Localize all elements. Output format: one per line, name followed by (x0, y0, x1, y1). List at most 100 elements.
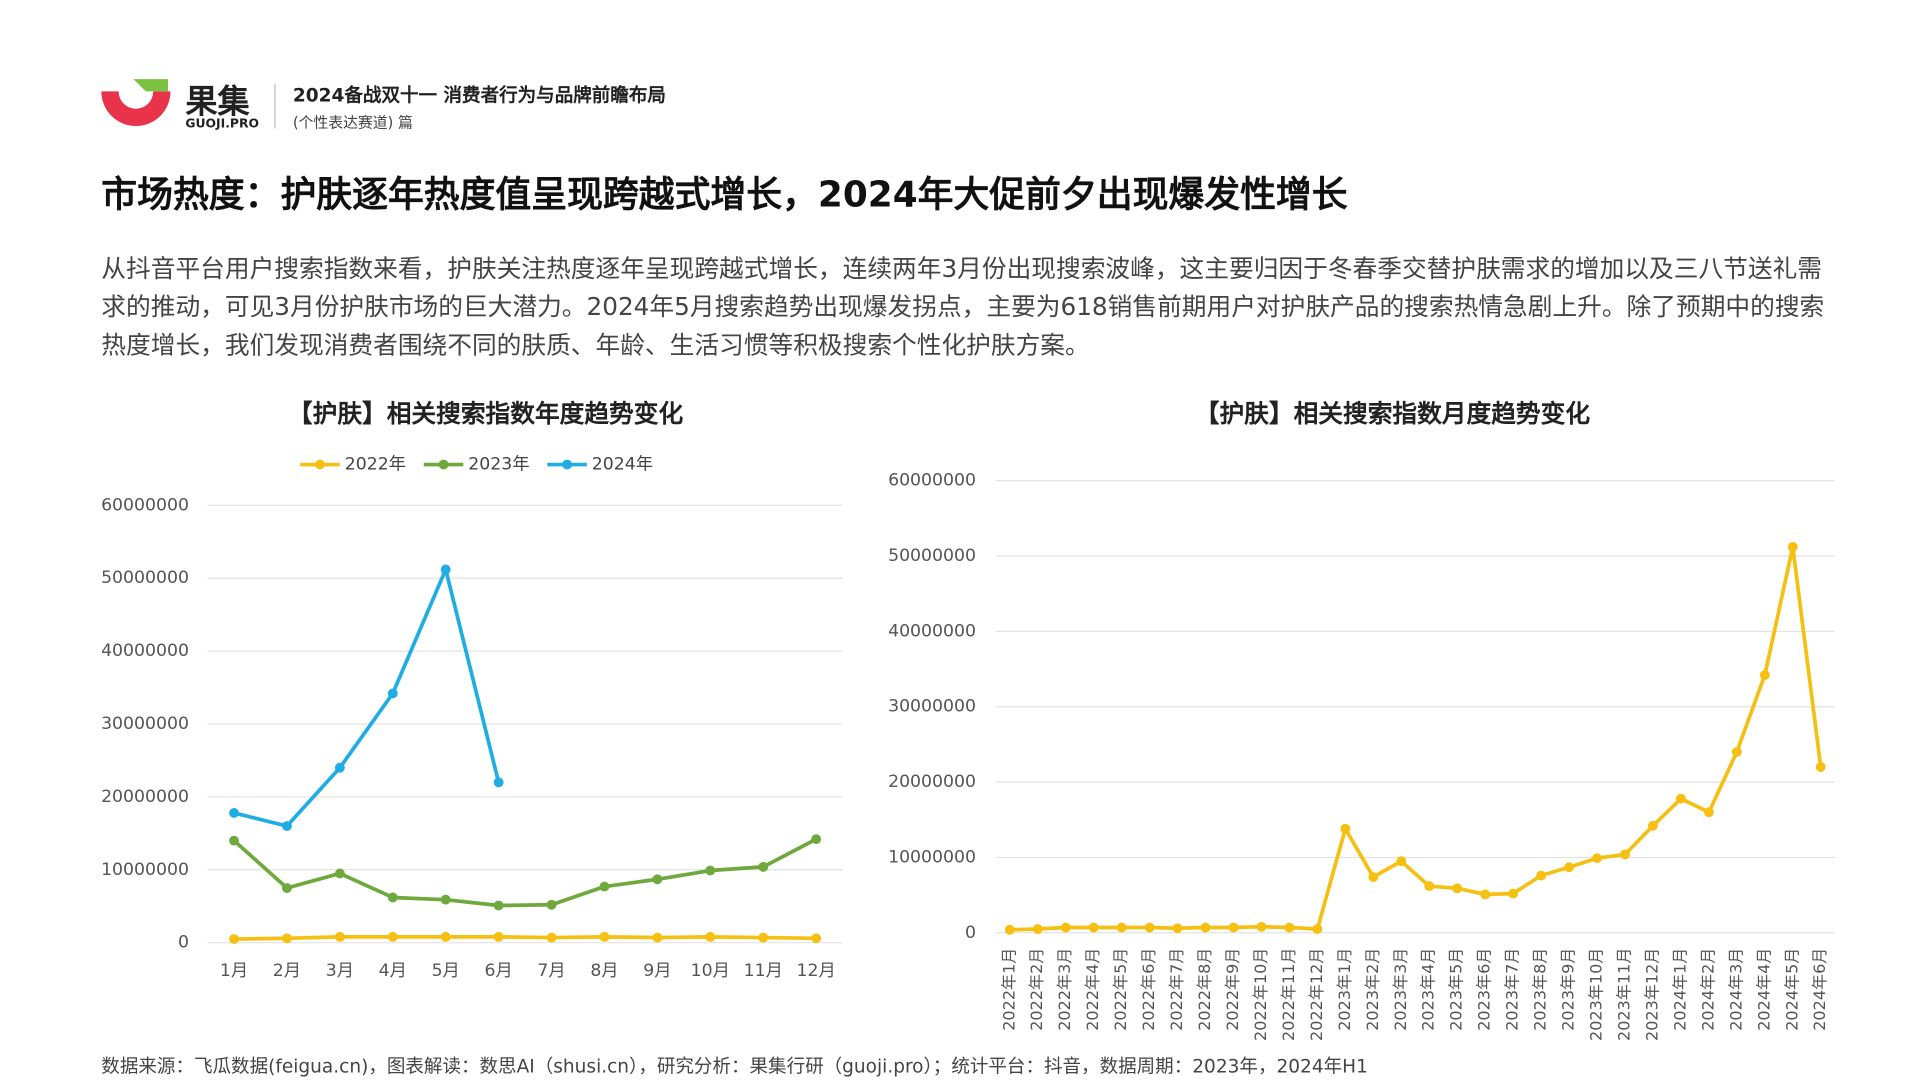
series-line (232, 837, 818, 908)
x-tick-label: 2023年10月 (1587, 948, 1606, 1041)
chart: 【护肤】相关搜索指数月度趋势变化 0 10000000 20000000 3000000… (888, 399, 1835, 1041)
data-point (1536, 870, 1547, 881)
data-point (758, 932, 769, 943)
y-tick-label: 30000000 (888, 697, 976, 717)
x-tick-label: 2022年6月 (1139, 948, 1158, 1031)
x-tick-label: 2023年11月 (1614, 948, 1633, 1041)
data-point (493, 931, 504, 942)
y-tick-label: 50000000 (101, 568, 189, 588)
x-tick-label: 11月 (744, 961, 783, 981)
x-tick-label: 2022年9月 (1223, 948, 1242, 1031)
data-point (652, 874, 663, 885)
x-tick-label: 2023年9月 (1559, 948, 1578, 1031)
data-point (1004, 924, 1015, 935)
y-tick-label: 40000000 (888, 621, 976, 641)
x-tick-label: 2022年4月 (1083, 948, 1102, 1031)
x-tick-label: 2023年4月 (1419, 948, 1438, 1031)
x-tick-label: 2022年3月 (1055, 948, 1074, 1031)
body-text: 从抖音平台用户搜索指数来看，护肤关注热度逐年呈现跨越式增长，连续两年3月份出现搜… (101, 253, 1825, 360)
x-tick-label: 8月 (590, 961, 618, 981)
data-point (1284, 922, 1295, 933)
x-tick-label: 2月 (273, 961, 301, 981)
x-tick-label: 4月 (379, 961, 407, 981)
data-point (1620, 849, 1630, 860)
data-point (440, 564, 451, 575)
x-tick-label: 3月 (326, 961, 354, 981)
series-line (233, 935, 817, 941)
report-name: 2024备战双十一 消费者行为与品牌前瞻布局 (292, 84, 666, 107)
data-point (1452, 883, 1463, 894)
legend-label: 2023年 (468, 455, 529, 475)
legend-label: 2022年 (345, 455, 406, 475)
data-point (1787, 541, 1798, 552)
chart: 【护肤】相关搜索指数年度趋势变化 0 10000000 20000000 3000000… (101, 399, 843, 981)
x-tick-label: 1月 (220, 961, 248, 981)
data-point (1088, 922, 1099, 933)
data-point (229, 934, 239, 944)
data-point (599, 931, 610, 942)
data-point (1759, 670, 1770, 680)
x-tick-label: 2023年5月 (1447, 948, 1466, 1031)
y-tick-label: 30000000 (101, 714, 189, 734)
data-point (1228, 922, 1239, 933)
y-tick-label: 0 (965, 923, 976, 943)
track: (个性表达赛道) 篇 (292, 113, 413, 131)
x-tick-label: 7月 (537, 961, 565, 981)
x-tick-label: 2022年7月 (1167, 948, 1186, 1031)
y-tick-label: 50000000 (888, 546, 976, 566)
y-tick-label: 20000000 (101, 787, 189, 807)
data-point (493, 777, 504, 788)
x-tick-label: 2022年5月 (1111, 948, 1130, 1031)
data-point (1480, 889, 1491, 900)
data-point (705, 865, 716, 876)
data-point (1592, 853, 1602, 864)
data-point (282, 821, 292, 831)
legend-marker (438, 459, 449, 470)
data-point (546, 899, 557, 910)
data-point (1731, 746, 1742, 757)
x-tick-label: 2022年10月 (1251, 948, 1270, 1041)
data-point (440, 894, 451, 905)
data-point (1060, 922, 1071, 933)
x-tick-label: 9月 (643, 961, 671, 981)
x-tick-label: 2024年3月 (1726, 948, 1745, 1031)
data-point (1256, 921, 1267, 932)
x-tick-label: 2023年12月 (1642, 948, 1661, 1041)
x-tick-label: 2023年3月 (1391, 948, 1410, 1031)
data-point (1703, 807, 1714, 818)
x-tick-label: 2023年8月 (1531, 948, 1550, 1031)
x-tick-label: 12月 (797, 961, 836, 981)
data-point (440, 931, 451, 942)
data-point (334, 931, 345, 942)
data-point (282, 883, 292, 893)
chart-title: 【护肤】相关搜索指数年度趋势变化 (288, 399, 684, 428)
data-point (1200, 922, 1211, 933)
data-point (758, 861, 769, 872)
page-title: 市场热度：护肤逐年热度值呈现跨越式增长，2024年大促前夕出现爆发性增长 (101, 172, 1348, 215)
data-point (599, 881, 610, 892)
x-tick-label: 2022年8月 (1195, 948, 1214, 1031)
y-tick-label: 10000000 (888, 847, 976, 867)
x-tick-label: 2024年2月 (1698, 948, 1717, 1031)
data-point (1815, 762, 1826, 772)
series-line (233, 567, 501, 828)
data-point (334, 762, 345, 773)
data-point (1396, 856, 1407, 867)
data-point (811, 834, 822, 845)
x-tick-label: 2023年7月 (1503, 948, 1522, 1031)
x-tick-label: 2024年6月 (1810, 948, 1829, 1031)
data-point (811, 933, 822, 944)
data-point (387, 688, 398, 699)
x-tick-label: 10月 (691, 961, 730, 981)
x-tick-label: 2024年5月 (1782, 948, 1801, 1031)
x-tick-label: 2023年2月 (1363, 948, 1382, 1031)
data-point (1116, 922, 1127, 933)
data-point (1564, 862, 1575, 873)
y-tick-label: 60000000 (888, 471, 976, 491)
data-point (387, 931, 398, 942)
x-tick-label: 2023年6月 (1475, 948, 1494, 1031)
legend-marker (315, 459, 325, 470)
x-tick-label: 2024年1月 (1670, 948, 1689, 1031)
data-point (229, 807, 239, 818)
